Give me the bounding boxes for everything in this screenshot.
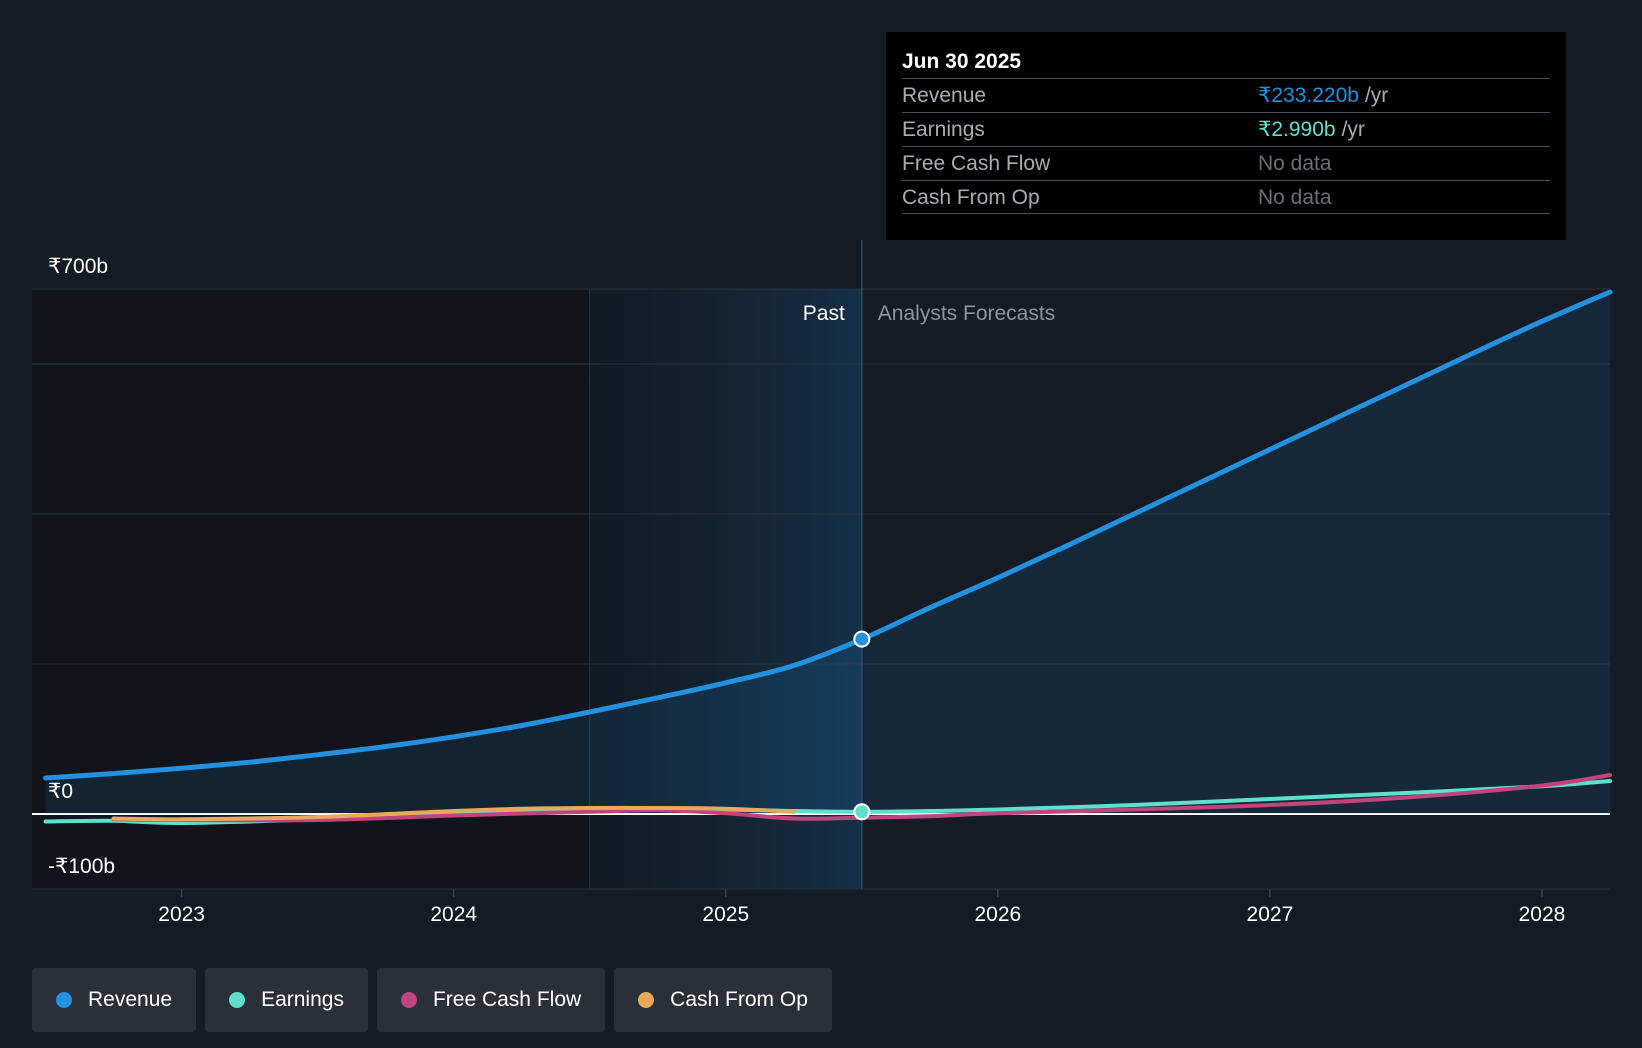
cash-from-op-line: [111, 805, 796, 822]
legend-item-revenue[interactable]: Revenue: [32, 968, 197, 1032]
legend-item-cash-from-op[interactable]: Cash From Op: [614, 968, 832, 1032]
y-tick-label: ₹0: [48, 780, 73, 803]
tooltip-row-value: ₹233.220b: [1258, 84, 1359, 107]
tooltip-row-unit: /yr: [1364, 84, 1389, 107]
earnings-highlight-point: [853, 803, 871, 821]
legend-label: Earnings: [261, 988, 344, 1011]
y-tick-label: ₹700b: [48, 255, 108, 278]
tooltip-row: Earnings ₹2.990b/yr: [902, 112, 1550, 146]
past-label: Past: [803, 302, 845, 325]
x-tick-label: 2024: [430, 903, 477, 926]
legend-dot-icon: [400, 992, 417, 1008]
tooltip: Jun 30 2025 Revenue ₹233.220b/yr Earnings ₹…: [886, 32, 1566, 240]
tooltip-row-value: ₹2.990b: [1258, 118, 1336, 141]
x-tick-label: 2025: [702, 903, 749, 926]
tooltip-row-value: No data: [1258, 152, 1332, 175]
x-tick-label: 2028: [1519, 903, 1566, 926]
legend: Revenue Earnings Free Cash Flow Cash From O…: [32, 968, 832, 1032]
tooltip-row-name: Free Cash Flow: [902, 152, 1051, 175]
free-cash-flow-line: [111, 773, 1612, 823]
x-tick-label: 2026: [974, 903, 1021, 926]
revenue-line: [43, 289, 1613, 781]
revenue-highlight-point: [853, 630, 871, 648]
past-highlight-band: [589, 289, 862, 889]
tooltip-date: Jun 30 2025: [902, 50, 1022, 73]
tooltip-row-value: No data: [1258, 186, 1332, 209]
legend-dot-icon: [229, 992, 246, 1008]
legend-dot-icon: [56, 992, 72, 1008]
x-tick-label: 2023: [158, 903, 205, 926]
x-tick-label: 2027: [1247, 903, 1294, 926]
tooltip-row-name: Revenue: [902, 84, 987, 107]
forecast-label: Analysts Forecasts: [878, 302, 1055, 325]
tooltip-row: Cash From Op No data: [902, 180, 1550, 214]
tooltip-row-unit: /yr: [1341, 118, 1365, 141]
tooltip-row-name: Earnings: [902, 118, 985, 141]
legend-label: Cash From Op: [670, 988, 808, 1011]
legend-label: Free Cash Flow: [432, 988, 582, 1011]
y-tick-label: -₹100b: [48, 855, 115, 878]
tooltip-row-name: Cash From Op: [902, 186, 1040, 209]
legend-item-free-cash-flow[interactable]: Free Cash Flow: [376, 968, 606, 1032]
legend-label: Revenue: [88, 988, 173, 1011]
legend-item-earnings[interactable]: Earnings: [205, 968, 368, 1032]
tooltip-row: Free Cash Flow No data: [902, 146, 1550, 180]
revenue-area: [45, 292, 1611, 814]
legend-dot-icon: [638, 992, 655, 1008]
tooltip-row: Revenue ₹233.220b/yr: [902, 78, 1550, 112]
